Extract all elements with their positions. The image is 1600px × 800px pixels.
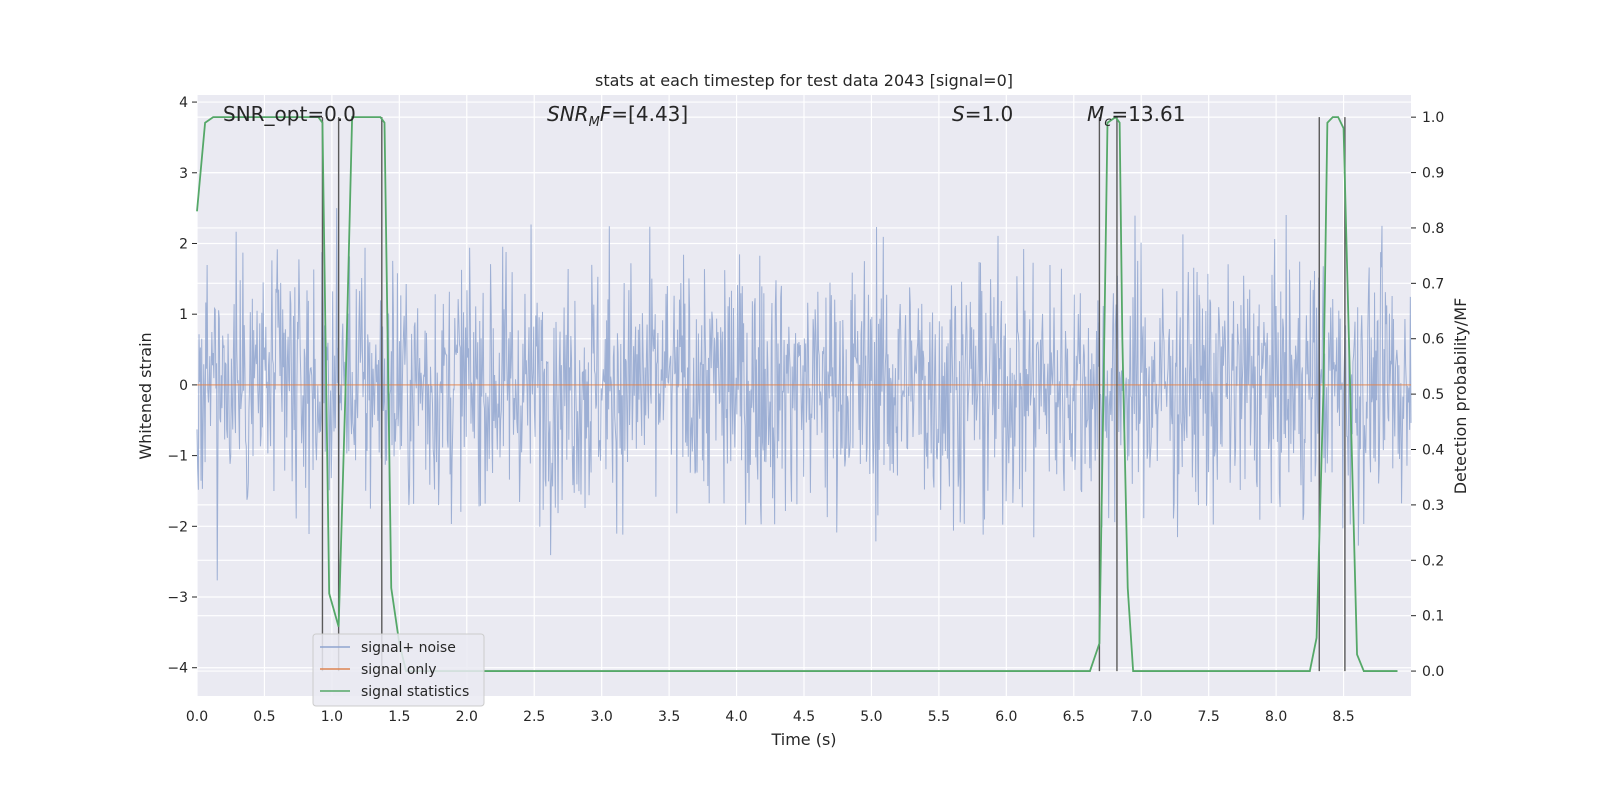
y-right-axis-label: Detection probability/MF — [1451, 298, 1470, 495]
snr-mf-subscript: M — [589, 115, 600, 130]
x-tick-label: 1.5 — [388, 709, 410, 725]
signal-statistics-series — [196, 115, 1398, 672]
mc-symbol: M — [1087, 102, 1104, 126]
x-tick-label: 7.5 — [1198, 709, 1220, 725]
snr-mf-tail: F — [600, 102, 612, 126]
annotation-snr-opt: SNR_opt=0.0 — [223, 102, 356, 126]
annotation-snr-mf: SNRMF=[4.43] — [547, 102, 688, 130]
y-tick-label: −4 — [167, 661, 188, 677]
legend-label-noise: signal+ noise — [361, 640, 456, 656]
vertical-markers — [321, 117, 1346, 672]
x-axis-label: Time (s) — [770, 730, 836, 749]
x-tick-label: 6.5 — [1063, 709, 1085, 725]
legend-label-stats: signal statistics — [361, 684, 469, 700]
x-tick-label: 5.5 — [928, 709, 950, 725]
y-right-tick-label: 0.0 — [1422, 664, 1444, 680]
y-tick-label: −2 — [167, 519, 188, 535]
mc-subscript: c — [1104, 115, 1111, 130]
y-tick-label: 4 — [179, 95, 188, 111]
x-tick-label: 6.0 — [995, 709, 1017, 725]
x-tick-label: 0.5 — [253, 709, 275, 725]
annotation-s-stat: S=1.0 — [952, 102, 1013, 126]
x-tick-label: 1.0 — [321, 709, 343, 725]
x-axis-ticks: 0.0 0.5 1.0 1.5 2.0 2.5 3.0 3.5 4.0 4.5 5.0 5.5 6.0 6… — [186, 709, 1355, 725]
y-tick-label: −3 — [167, 590, 188, 606]
chart-title: stats at each timestep for test data 204… — [595, 71, 1013, 90]
y-tick-label: 1 — [179, 307, 188, 323]
y-right-tick-label: 0.7 — [1422, 276, 1444, 292]
x-tick-label: 2.5 — [523, 709, 545, 725]
y-right-tick-label: 0.2 — [1422, 553, 1444, 569]
y-right-tick-label: 0.9 — [1422, 166, 1444, 182]
y-right-axis-ticks: 1.0 0.9 0.8 0.7 0.6 0.5 0.4 0.3 0.2 0.1 0.0 — [1411, 110, 1444, 680]
y-right-tick-label: 1.0 — [1422, 110, 1444, 126]
y-right-tick-label: 0.6 — [1422, 332, 1444, 348]
y-tick-label: 0 — [179, 378, 188, 394]
snr-mf-symbol: SNR — [547, 102, 589, 126]
y-tick-label: −1 — [167, 449, 188, 465]
annotation-mc: Mc=13.61 — [1087, 102, 1185, 130]
x-tick-label: 3.5 — [658, 709, 680, 725]
signal-noise-line — [196, 208, 1412, 581]
s-stat-symbol: S — [952, 102, 965, 126]
legend: signal+ noise signal only signal statist… — [312, 633, 485, 707]
y-right-tick-label: 0.5 — [1422, 387, 1444, 403]
x-tick-label: 7.0 — [1130, 709, 1152, 725]
y-right-tick-label: 0.4 — [1422, 443, 1444, 459]
x-tick-label: 4.5 — [793, 709, 815, 725]
x-tick-label: 0.0 — [186, 709, 208, 725]
y-right-tick-label: 0.8 — [1422, 221, 1444, 237]
signal-noise-series — [196, 208, 1412, 581]
legend-label-signal: signal only — [361, 662, 436, 678]
x-tick-label: 2.0 — [456, 709, 478, 725]
y-axis-ticks: 4 3 2 1 0 −1 −2 −3 −4 — [167, 95, 197, 677]
y-axis-label: Whitened strain — [136, 332, 155, 459]
snr-mf-value: =[4.43] — [611, 102, 688, 126]
x-tick-label: 3.0 — [591, 709, 613, 725]
y-right-tick-label: 0.1 — [1422, 609, 1444, 625]
legend-box — [312, 633, 485, 707]
y-tick-label: 2 — [179, 236, 188, 252]
signal-statistics-line — [196, 115, 1398, 672]
mc-value: =13.61 — [1111, 102, 1185, 126]
y-tick-label: 3 — [179, 166, 188, 182]
x-tick-label: 4.0 — [725, 709, 747, 725]
s-stat-value: =1.0 — [965, 102, 1014, 126]
y-right-tick-label: 0.3 — [1422, 498, 1444, 514]
x-tick-label: 8.5 — [1332, 709, 1354, 725]
x-tick-label: 8.0 — [1265, 709, 1287, 725]
x-tick-label: 5.0 — [860, 709, 882, 725]
